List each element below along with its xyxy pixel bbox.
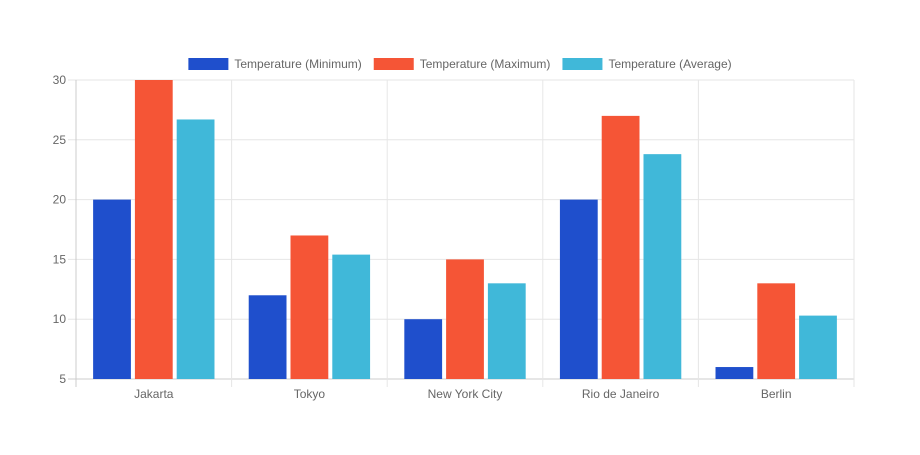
bar-temperature-average-new-york-city[interactable] [487,283,526,379]
bar-temperature-minimum-jakarta[interactable] [93,199,131,379]
y-tick-label: 20 [53,193,67,207]
y-tick-label: 30 [53,73,67,87]
bar-temperature-average-jakarta[interactable] [176,119,215,379]
legend-swatch [562,58,603,70]
y-tick-label: 15 [53,252,67,266]
y-tick-label: 10 [53,312,67,326]
x-tick-label: Berlin [761,387,792,401]
legend-swatch [373,58,414,70]
bar-temperature-minimum-tokyo[interactable] [248,295,287,379]
legend-label: Temperature (Minimum) [234,57,361,71]
y-tick-label: 25 [53,133,67,147]
bar-temperature-average-berlin[interactable] [799,315,837,379]
bar-temperature-minimum-rio-de-janeiro[interactable] [559,199,598,379]
bar-temperature-maximum-berlin[interactable] [757,283,796,379]
y-axis-ticks: 5 10 15 20 25 30 [53,73,67,386]
bar-temperature-maximum-new-york-city[interactable] [446,259,484,379]
bar-temperature-maximum-jakarta[interactable] [134,80,173,379]
x-tick-label: Tokyo [294,387,326,401]
legend-label: Temperature (Maximum) [420,57,551,71]
legend: Temperature (Minimum) Temperature (Maximu… [188,57,732,71]
bars [93,80,837,379]
legend-item-temperature-minimum[interactable]: Temperature (Minimum) [188,57,362,71]
bar-temperature-average-tokyo[interactable] [332,254,371,379]
x-tick-label: Jakarta [134,387,174,401]
x-tick-label: Rio de Janeiro [582,387,660,401]
x-axis-ticks: Jakarta Tokyo New York City Rio de Janeiro B… [134,387,791,401]
y-tick-label: 5 [59,372,66,386]
legend-item-temperature-average[interactable]: Temperature (Average) [562,57,732,71]
bar-temperature-average-rio-de-janeiro[interactable] [643,154,682,379]
bar-temperature-minimum-berlin[interactable] [715,367,754,379]
bar-temperature-maximum-rio-de-janeiro[interactable] [601,115,640,379]
bar-temperature-minimum-new-york-city[interactable] [404,319,443,379]
bar-temperature-maximum-tokyo[interactable] [290,235,329,379]
x-tick-label: New York City [428,387,503,401]
legend-item-temperature-maximum[interactable]: Temperature (Maximum) [373,57,551,71]
legend-label: Temperature (Average) [608,57,731,71]
legend-swatch [188,58,229,70]
